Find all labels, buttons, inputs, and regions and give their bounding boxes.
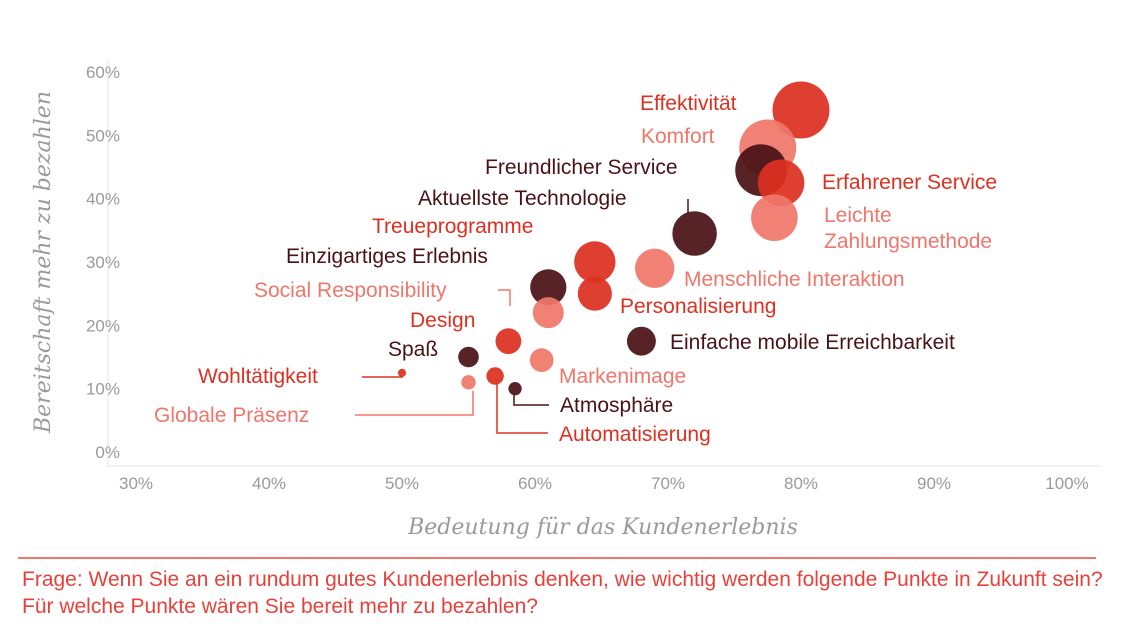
bubble-point bbox=[495, 328, 522, 355]
y-tick-label: 60% bbox=[86, 63, 120, 82]
point-label: Komfort bbox=[641, 125, 715, 148]
bubble-chart-svg: 30% 40% 50% 60% 70% 80% 90% 100% 0% 10% 20% 30% 40% 5… bbox=[31, 60, 1100, 540]
bubble-chart: 30% 40% 50% 60% 70% 80% 90% 100% 0% 10% 20% 30% 40% 5… bbox=[31, 60, 1100, 540]
point-label: Einfache mobile Erreichbarkeit bbox=[670, 331, 955, 354]
bubble-point bbox=[757, 159, 805, 207]
point-label: Effektivität bbox=[640, 92, 737, 115]
y-axis-title: Bereitschaft mehr zu bezahlen bbox=[31, 91, 56, 434]
point-label: Automatisierung bbox=[559, 423, 711, 446]
bubble-point bbox=[461, 375, 476, 390]
point-label: Social Responsibility bbox=[254, 279, 447, 302]
x-tick-label: 40% bbox=[252, 474, 286, 493]
x-tick-label: 70% bbox=[651, 474, 685, 493]
bubble-point bbox=[672, 211, 717, 256]
bubble-point bbox=[577, 276, 612, 311]
y-tick-label: 40% bbox=[86, 190, 120, 209]
point-label: Spaß bbox=[388, 338, 438, 361]
label-leader-line bbox=[498, 289, 511, 306]
x-tick-label: 100% bbox=[1045, 474, 1088, 493]
x-axis-title: Bedeutung für das Kundenerlebnis bbox=[407, 515, 798, 540]
x-tick-label: 80% bbox=[784, 474, 818, 493]
bubble-point bbox=[772, 81, 830, 139]
y-tick-label: 10% bbox=[86, 380, 120, 399]
point-label: Aktuellste Technologie bbox=[418, 187, 627, 210]
point-label: Globale Präsenz bbox=[154, 404, 309, 427]
bubble-point bbox=[626, 326, 656, 356]
bubble-point bbox=[574, 241, 616, 283]
label-leader-line bbox=[496, 383, 548, 434]
point-label: Leichte Zahlungsmethode bbox=[824, 204, 992, 253]
point-label: Wohltätigkeit bbox=[198, 365, 318, 388]
point-label: Personalisierung bbox=[620, 295, 776, 318]
label-leader-line bbox=[355, 391, 474, 416]
bubble-point bbox=[508, 382, 522, 396]
point-label: Menschliche Interaktion bbox=[684, 268, 905, 291]
x-tick-label: 50% bbox=[385, 474, 419, 493]
footer-divider bbox=[18, 557, 1096, 559]
point-label: Einzigartiges Erlebnis bbox=[286, 245, 488, 268]
point-label: Atmosphäre bbox=[560, 394, 673, 417]
bubble-point bbox=[397, 368, 407, 377]
bubble-point bbox=[530, 269, 567, 306]
bubble-point bbox=[532, 297, 564, 329]
x-tick-label: 90% bbox=[917, 474, 951, 493]
x-tick-label: 60% bbox=[518, 474, 552, 493]
label-leader-line bbox=[513, 395, 549, 406]
bubble-point bbox=[529, 348, 554, 373]
y-tick-label: 30% bbox=[86, 253, 120, 272]
x-tick-label: 30% bbox=[119, 474, 153, 493]
bubble-point bbox=[458, 346, 479, 368]
y-tick-label: 50% bbox=[86, 126, 120, 145]
point-label: Erfahrener Service bbox=[822, 171, 997, 194]
point-label: Treueprogramme bbox=[372, 215, 533, 238]
survey-question: Frage: Wenn Sie an ein rundum gutes Kund… bbox=[22, 568, 1103, 618]
point-label: Design bbox=[410, 309, 475, 332]
bubble-point bbox=[486, 367, 504, 385]
bubble-point bbox=[751, 194, 798, 241]
y-tick-label: 20% bbox=[86, 316, 120, 335]
point-label: Freundlicher Service bbox=[485, 156, 678, 179]
y-tick-label: 0% bbox=[95, 443, 120, 462]
bubble-point bbox=[635, 248, 675, 288]
point-label: Markenimage bbox=[559, 365, 686, 388]
